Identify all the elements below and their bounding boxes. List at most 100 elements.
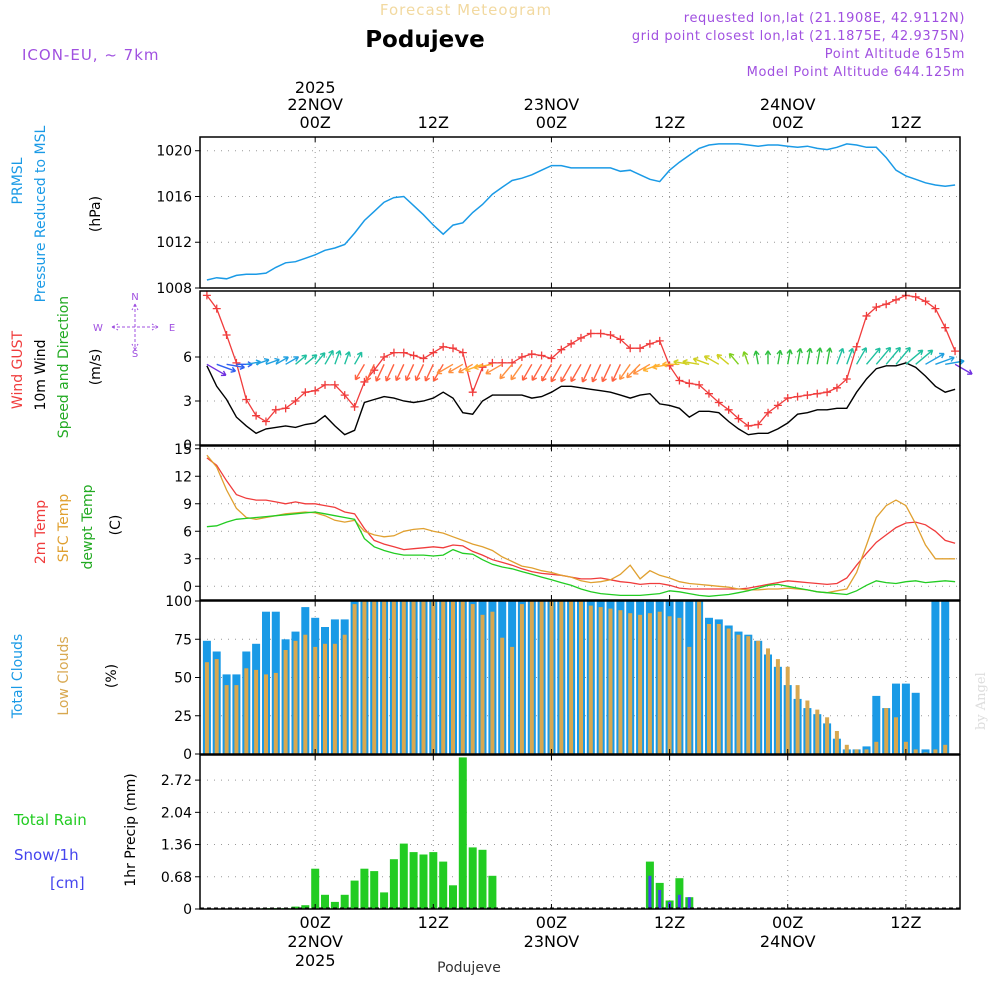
rain-bar (301, 905, 310, 909)
rain-bar (330, 901, 339, 909)
y-tick-label: 1012 (156, 235, 192, 251)
compass-south: S (132, 349, 138, 360)
rain-bar (370, 871, 379, 909)
panel-frame (199, 136, 961, 289)
pressure-line (206, 143, 956, 281)
bottom-hour-label: 12Z (654, 913, 685, 932)
wind-direction-arrow (354, 363, 366, 381)
wind-direction-arrow (826, 347, 833, 365)
low-cloud-bar (519, 604, 524, 754)
low-cloud-bar (785, 666, 790, 754)
wind-direction-arrow (601, 364, 612, 383)
low-cloud-bar (894, 717, 898, 754)
gust-marker (429, 348, 438, 357)
wind-direction-arrow (626, 363, 641, 379)
low-cloud-bar (460, 601, 465, 754)
gust-marker (311, 386, 320, 395)
wind-gust-label: Wind GUST (10, 330, 26, 409)
low-cloud-bar (244, 668, 249, 754)
y-tick-label: 3 (183, 552, 192, 568)
gust-marker (567, 339, 576, 348)
wind-direction-arrow (591, 364, 602, 383)
low-cloud-bar (411, 601, 416, 754)
wind-direction-arrow (816, 347, 823, 365)
low-cloud-bar (913, 749, 918, 754)
y-tick-label: 0 (183, 438, 192, 454)
low-cloud-bar (756, 640, 761, 754)
rain-bar (399, 843, 408, 909)
low-cloud-bar (313, 646, 318, 754)
wind-direction-arrow (521, 363, 533, 381)
rain-bar (419, 854, 428, 909)
gust-marker (291, 397, 300, 405)
dewpoint-label: dewpt Temp (80, 484, 96, 569)
top-date-label: 24NOV (760, 95, 816, 114)
rain-bar (488, 875, 497, 909)
temp-2m-label: 2m Temp (33, 500, 49, 564)
low-cloud-bar (805, 700, 810, 754)
top-hour-label: 00Z (772, 113, 803, 132)
wind-10m-label: 10m Wind (33, 339, 49, 410)
top-hour-label: 00Z (536, 113, 567, 132)
gust-marker (882, 300, 891, 309)
gust-marker (724, 405, 733, 414)
rain-bar (478, 849, 487, 909)
wind-direction-arrow (682, 359, 700, 366)
wind-direction-arrow (742, 351, 749, 365)
wind-direction-arrow (806, 347, 813, 365)
wind-direction-arrow (716, 353, 730, 365)
gust-marker (557, 345, 566, 354)
model-altitude: Model Point Altitude 644.125m (747, 65, 965, 80)
rain-bar (389, 859, 398, 909)
wind-unit: (m/s) (88, 349, 104, 386)
temp-sfc-label: SFC Temp (56, 494, 72, 563)
gust-marker (576, 333, 585, 342)
rain-bar (350, 880, 359, 909)
gust-marker (380, 353, 389, 361)
low-cloud-bar (815, 709, 820, 754)
panel-frame (199, 290, 961, 446)
low-cloud-bar (933, 749, 938, 754)
gust-marker (222, 331, 231, 339)
gust-marker (202, 291, 211, 300)
wind-direction-arrow (510, 363, 523, 381)
wind-direction-arrow (673, 359, 690, 366)
total-clouds-label: Total Clouds (10, 634, 26, 719)
gust-marker (586, 329, 595, 338)
wind-direction-arrow (560, 363, 572, 383)
wind-direction-arrow (395, 364, 405, 382)
low-cloud-bar (559, 601, 564, 754)
low-cloud-bar (332, 643, 337, 754)
wind-direction-arrow (344, 351, 351, 365)
low-cloud-bar (264, 674, 268, 754)
bottom-hour-label: 00Z (536, 913, 567, 932)
top-year-label: 2025 (295, 78, 336, 97)
wind-direction-arrow (570, 363, 582, 383)
low-cloud-bar (736, 634, 741, 754)
snow-bar (687, 897, 691, 909)
gust-marker (508, 358, 517, 367)
wind-direction-arrow (365, 364, 375, 382)
gust-marker (951, 347, 960, 356)
low-cloud-bar (283, 650, 288, 754)
low-cloud-bar (638, 614, 643, 754)
low-cloud-bar (608, 608, 613, 754)
y-tick-label: 1020 (156, 144, 192, 160)
gust-marker (360, 377, 369, 386)
panel-temperature: 0 3 6 9 12 15 (174, 442, 961, 601)
rain-bar (409, 852, 418, 909)
subtitle: Forecast Meteogram (380, 1, 552, 19)
wind-direction-arrow (915, 349, 934, 365)
wind-direction-arrow (550, 363, 562, 383)
panel-precip: 0 0.68 1.36 2.04 2.72 (161, 754, 961, 918)
wind-direction-arrow (581, 364, 592, 383)
wind-direction-arrow (295, 354, 308, 365)
gust-marker (488, 358, 497, 367)
low-cloud-bar (273, 672, 278, 754)
bottom-hour-label: 12Z (890, 913, 921, 932)
y-tick-label: 3 (183, 394, 192, 410)
rain-bar (291, 906, 300, 909)
low-cloud-bar (707, 624, 711, 754)
wind-direction-arrow (385, 364, 395, 382)
